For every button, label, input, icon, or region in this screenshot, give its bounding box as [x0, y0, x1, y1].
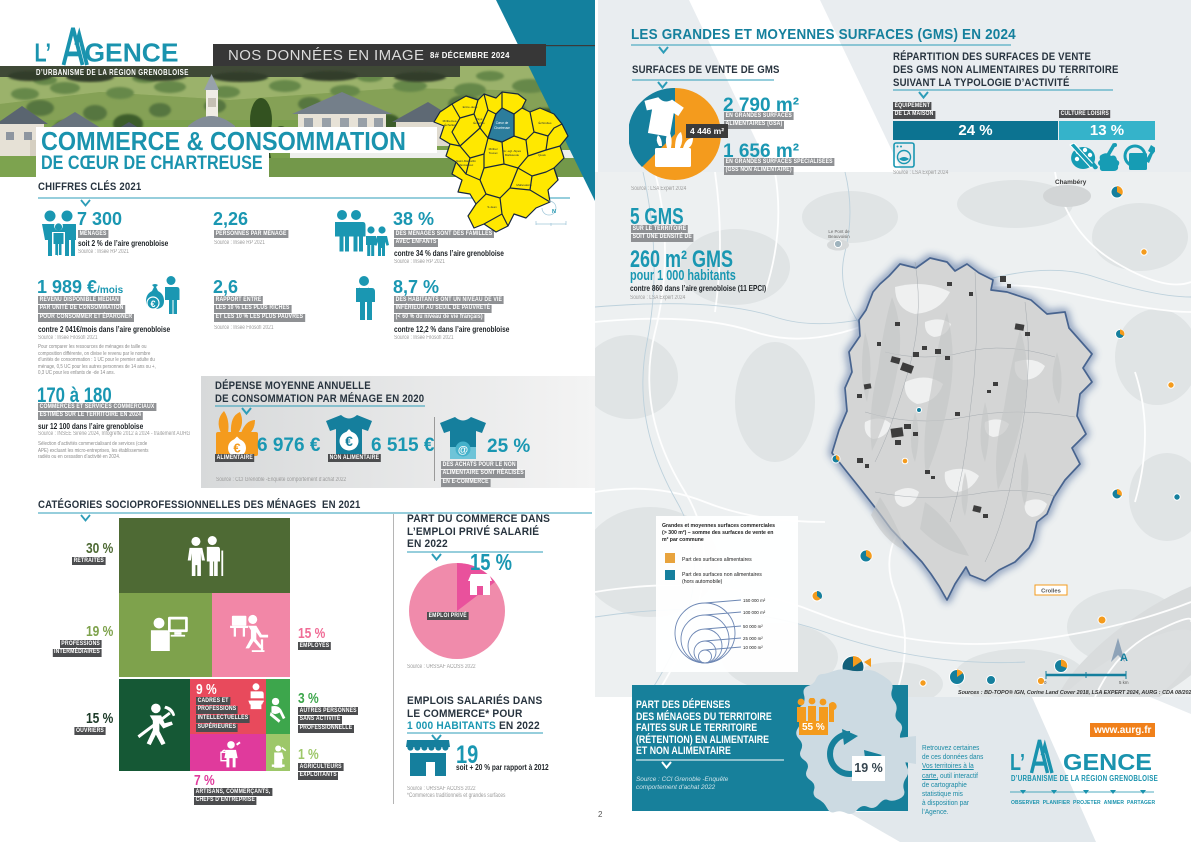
svg-text:Échelles: Échelles	[473, 120, 485, 125]
svg-text:Crolles: Crolles	[1041, 589, 1061, 595]
svg-text:Chartreuse: Chartreuse	[494, 126, 510, 130]
svg-text:€: €	[233, 441, 240, 456]
svg-text:(hors automobile): (hors automobile)	[682, 579, 723, 585]
svg-text:Part des surfaces alimentaires: Part des surfaces alimentaires	[682, 557, 752, 563]
svg-text:€: €	[345, 433, 353, 449]
svg-text:5 km: 5 km	[1119, 680, 1129, 685]
svg-text:(> 300 m²) – somme des surface: (> 300 m²) – somme des surfaces de vente…	[662, 530, 773, 536]
svg-text:GENCE: GENCE	[85, 38, 179, 66]
svg-text:Vancanosc: Vancanosc	[459, 163, 474, 167]
svg-text:Saint-Marcellin: Saint-Marcellin	[456, 159, 476, 163]
svg-text:€: €	[150, 299, 155, 309]
svg-text:100 000 m²: 100 000 m²	[743, 610, 766, 615]
svg-text:m² par commune: m² par commune	[662, 537, 704, 543]
svg-text:50 000 m²: 50 000 m²	[743, 624, 763, 629]
svg-text:Mallevalère: Mallevalère	[516, 183, 532, 187]
svg-text:Échirolles: Échirolles	[538, 120, 552, 125]
svg-text:N: N	[552, 209, 556, 215]
svg-text:Part des surfaces non alimenta: Part des surfaces non alimentaires	[682, 572, 762, 578]
svg-text:L’: L’	[1010, 749, 1025, 775]
svg-text:Beauvoisin: Beauvoisin	[828, 234, 850, 239]
svg-text:Quaix: Quaix	[538, 153, 546, 157]
svg-text:25 000 m²: 25 000 m²	[743, 636, 763, 641]
svg-text:Le Pont de: Le Pont de	[828, 229, 850, 234]
svg-text:S.Jean: S.Jean	[487, 205, 497, 209]
svg-text:Miribel: Miribel	[489, 147, 498, 151]
svg-text:L’: L’	[35, 38, 52, 66]
svg-text:10 000 m²: 10 000 m²	[743, 645, 763, 650]
svg-text:Gr.-égl. Alpes: Gr.-égl. Alpes	[503, 149, 522, 153]
svg-text:150 000 m²: 150 000 m²	[743, 598, 766, 603]
svg-text:GENCE: GENCE	[1063, 749, 1152, 775]
svg-text:Échelles: Échelles	[444, 122, 456, 127]
svg-text:Chambéry: Chambéry	[1055, 179, 1087, 186]
svg-text:Pays: Pays	[476, 117, 483, 121]
svg-text:A: A	[1120, 652, 1128, 664]
svg-text:@: @	[458, 444, 468, 456]
svg-text:Touvet: Touvet	[489, 151, 498, 155]
svg-text:Sources : BD-TOPO® IGN, Corine: Sources : BD-TOPO® IGN, Corine Land Cove…	[958, 689, 1191, 696]
svg-text:Entre-deux: Entre-deux	[463, 105, 478, 109]
svg-text:Cœur de: Cœur de	[496, 121, 509, 125]
svg-text:0: 0	[1044, 680, 1047, 685]
svg-text:Grandes et moyennes surfaces c: Grandes et moyennes surfaces commerciale…	[662, 523, 775, 529]
svg-text:Miribel-les-: Miribel-les-	[443, 119, 458, 123]
svg-text:Malissoule: Malissoule	[505, 153, 520, 157]
